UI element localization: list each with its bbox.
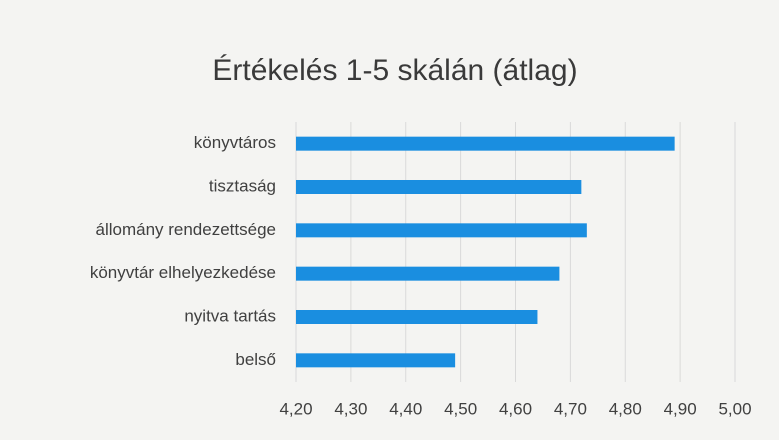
x-tick-label: 4,40 (389, 399, 422, 418)
x-tick-label: 4,90 (664, 399, 697, 418)
x-tick-label: 4,30 (334, 399, 367, 418)
bar (296, 310, 538, 324)
y-tick-label: könyvtár elhelyezkedése (90, 263, 276, 282)
bar (296, 353, 456, 368)
x-tick-label: 4,80 (609, 399, 642, 418)
y-tick-label: nyitva tartás (184, 306, 276, 325)
bar (296, 223, 587, 238)
y-tick-label: belső (235, 350, 276, 369)
y-tick-label: tisztaság (209, 176, 276, 195)
x-tick-label: 4,60 (499, 399, 532, 418)
chart-title: Értékelés 1-5 skálán (átlag) (212, 54, 577, 87)
bar (296, 136, 675, 151)
x-tick-label: 4,20 (279, 399, 312, 418)
x-tick-label: 4,50 (444, 399, 477, 418)
bar (296, 266, 560, 281)
y-tick-label: állomány rendezettsége (95, 220, 276, 239)
x-tick-label: 5,00 (718, 399, 751, 418)
bar (296, 180, 582, 194)
x-tick-label: 4,70 (554, 399, 587, 418)
y-tick-label: könyvtáros (194, 133, 276, 152)
